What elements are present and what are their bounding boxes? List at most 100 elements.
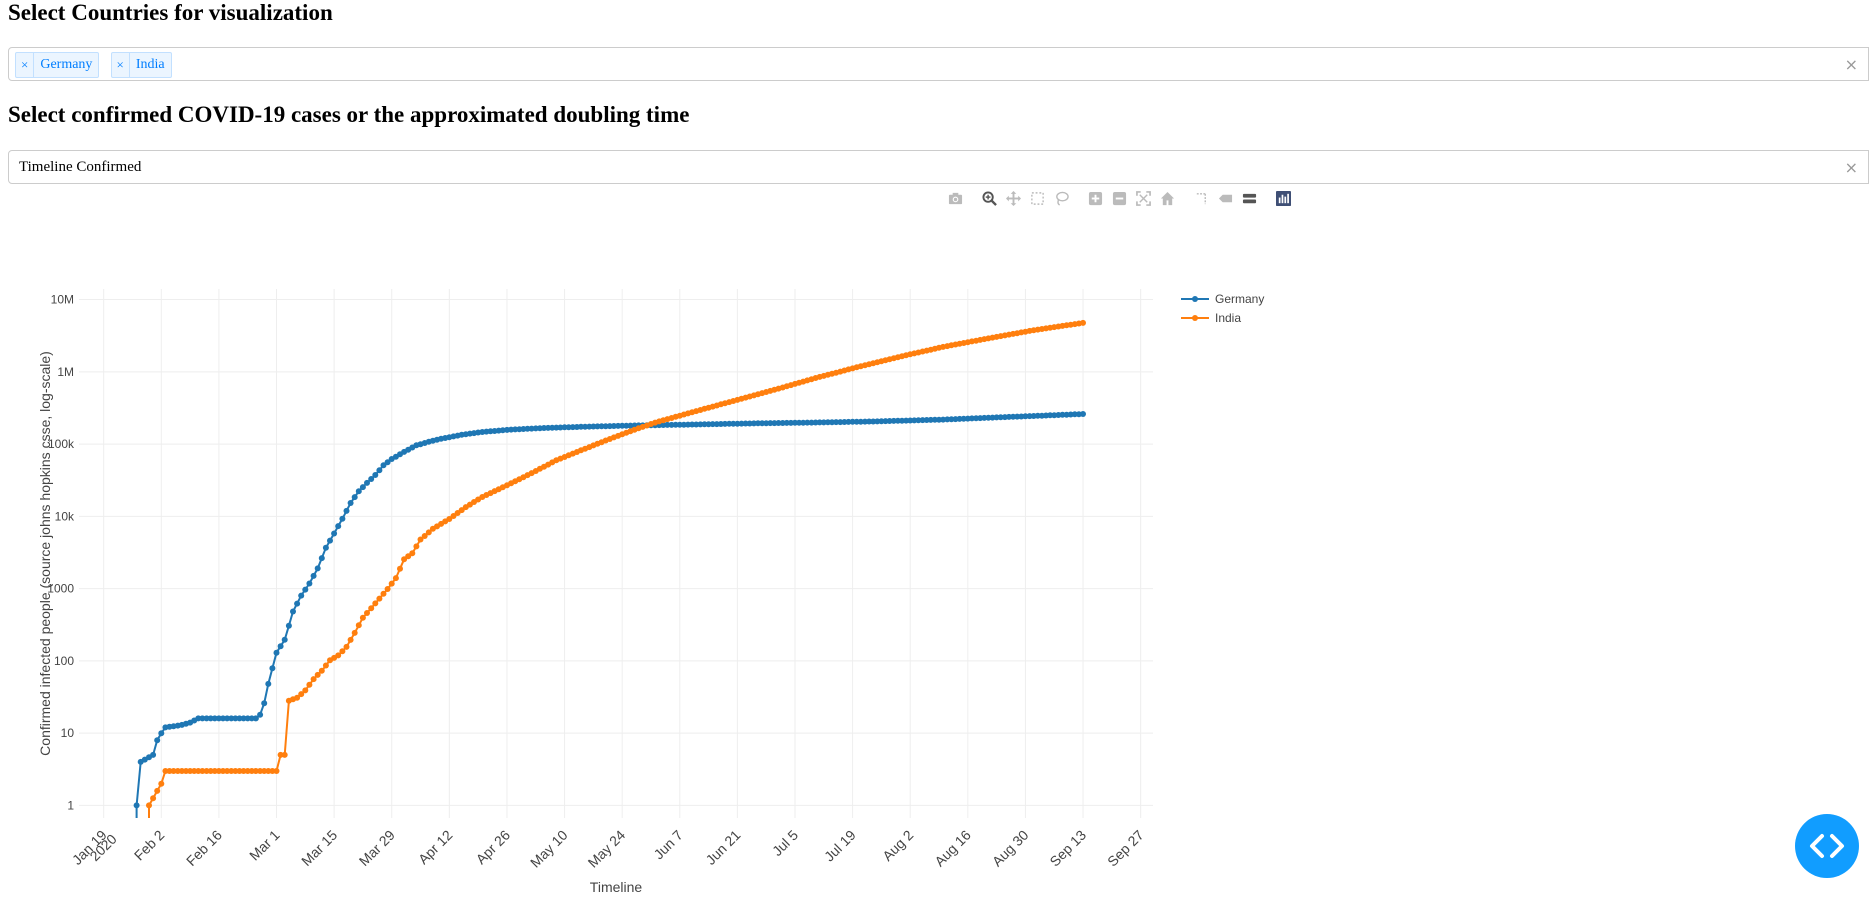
data-point[interactable] [252, 715, 259, 722]
data-point[interactable] [244, 715, 251, 722]
pan-icon[interactable] [1001, 188, 1025, 208]
zoom-out-icon[interactable] [1107, 188, 1131, 208]
data-point[interactable] [322, 544, 329, 551]
data-point[interactable] [302, 687, 309, 694]
data-point[interactable] [166, 768, 173, 774]
data-point[interactable] [755, 420, 761, 427]
data-point[interactable] [413, 543, 420, 550]
data-point[interactable] [232, 715, 239, 722]
data-point[interactable] [392, 575, 399, 582]
data-point[interactable] [281, 751, 288, 758]
data-point[interactable] [331, 530, 338, 537]
data-point[interactable] [767, 420, 774, 427]
country-multiselect[interactable]: × Germany × India × [8, 47, 1869, 81]
data-point[interactable] [915, 417, 922, 424]
autoscale-icon[interactable] [1131, 188, 1155, 208]
data-point[interactable] [314, 671, 321, 678]
reset-axes-icon[interactable] [1155, 188, 1179, 208]
data-point[interactable] [244, 768, 251, 774]
data-point[interactable] [207, 715, 214, 722]
clear-countries-icon[interactable]: × [1844, 55, 1858, 74]
data-point[interactable] [693, 421, 700, 428]
data-point[interactable] [224, 768, 231, 774]
data-point[interactable] [409, 550, 416, 557]
data-point[interactable] [150, 751, 157, 758]
data-point[interactable] [195, 715, 202, 722]
data-point[interactable] [886, 418, 893, 424]
data-point[interactable] [335, 652, 342, 659]
data-point[interactable] [866, 418, 873, 425]
data-point[interactable] [405, 553, 412, 560]
data-point[interactable] [273, 768, 280, 774]
data-point[interactable] [236, 715, 243, 722]
data-point[interactable] [220, 715, 226, 722]
data-point[interactable] [347, 500, 354, 506]
data-point[interactable] [290, 608, 296, 615]
data-point[interactable] [359, 484, 366, 491]
data-point[interactable] [248, 768, 255, 774]
data-point[interactable] [174, 768, 181, 774]
data-point[interactable] [199, 768, 206, 774]
data-point[interactable] [746, 420, 753, 427]
data-point[interactable] [281, 636, 288, 643]
data-point[interactable] [277, 643, 284, 650]
data-point[interactable] [314, 565, 321, 572]
spike-lines-icon[interactable] [1189, 188, 1213, 208]
data-point[interactable] [306, 681, 313, 688]
data-point[interactable] [384, 459, 391, 466]
data-point[interactable] [236, 768, 243, 774]
data-point[interactable] [154, 737, 161, 744]
data-point[interactable] [722, 420, 728, 427]
data-point[interactable] [833, 419, 840, 426]
lasso-select-icon[interactable] [1049, 188, 1073, 208]
data-point[interactable] [857, 418, 864, 425]
data-point[interactable] [368, 605, 375, 612]
data-point[interactable] [726, 420, 733, 427]
data-point[interactable] [775, 420, 782, 426]
data-point[interactable] [211, 715, 218, 722]
data-point[interactable] [224, 715, 231, 722]
data-point[interactable] [298, 592, 305, 599]
data-point[interactable] [1080, 411, 1086, 417]
data-point[interactable] [1080, 319, 1086, 326]
data-point[interactable] [228, 715, 235, 722]
camera-icon[interactable] [943, 188, 967, 208]
data-point[interactable] [158, 780, 165, 787]
data-point[interactable] [397, 565, 403, 572]
data-point[interactable] [294, 694, 301, 701]
data-point[interactable] [240, 768, 247, 774]
data-point[interactable] [310, 676, 317, 683]
data-point[interactable] [849, 418, 856, 425]
data-point[interactable] [327, 537, 333, 544]
data-point[interactable] [343, 507, 350, 514]
data-point[interactable] [372, 472, 379, 478]
data-point[interactable] [376, 595, 383, 602]
data-point[interactable] [796, 419, 803, 426]
data-point[interactable] [359, 614, 366, 621]
data-point[interactable] [355, 488, 362, 495]
data-point[interactable] [380, 462, 387, 469]
data-point[interactable] [232, 768, 239, 774]
data-point[interactable] [689, 421, 696, 428]
data-point[interactable] [310, 572, 317, 579]
data-point[interactable] [783, 419, 790, 426]
metric-dropdown[interactable]: Timeline Confirmed × [8, 150, 1869, 184]
data-point[interactable] [240, 715, 247, 722]
data-point[interactable] [347, 636, 354, 643]
dev-tools-button[interactable] [1795, 814, 1859, 878]
data-point[interactable] [610, 423, 617, 429]
data-point[interactable] [339, 648, 346, 655]
data-point[interactable] [228, 768, 235, 774]
clear-metric-icon[interactable]: × [1844, 158, 1858, 177]
plotly-logo-icon[interactable] [1271, 188, 1295, 208]
data-point[interactable] [306, 580, 313, 587]
data-point[interactable] [582, 423, 589, 430]
data-point[interactable] [450, 513, 457, 519]
data-point[interactable] [133, 802, 140, 809]
data-point[interactable] [215, 768, 222, 774]
data-point[interactable] [376, 467, 383, 474]
data-point[interactable] [446, 516, 453, 522]
data-point[interactable] [150, 795, 157, 802]
data-point[interactable] [191, 768, 198, 774]
data-point[interactable] [302, 586, 309, 593]
